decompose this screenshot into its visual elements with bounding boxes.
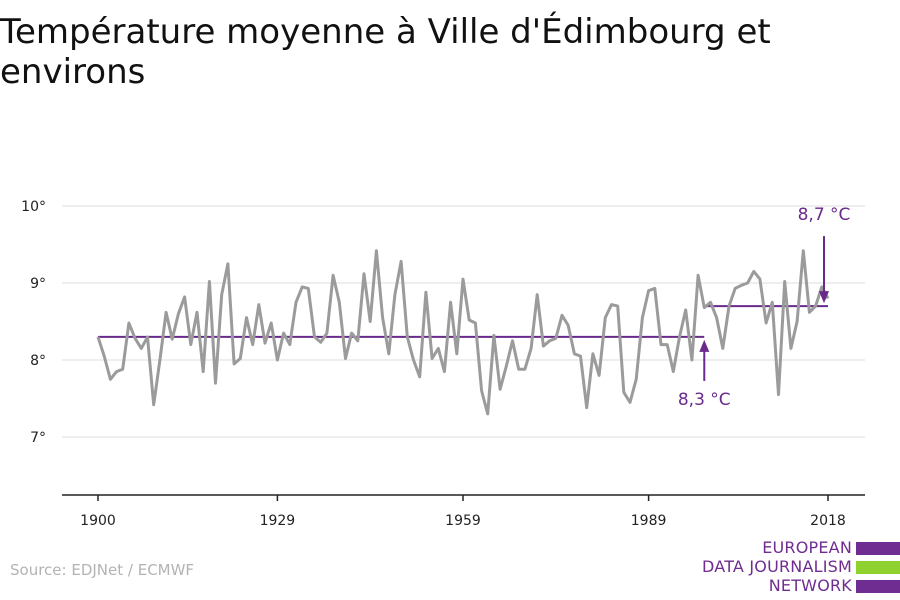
edjnet-logo: EUROPEAN DATA JOURNALISM NETWORK — [700, 538, 900, 598]
logo-line-european: EUROPEAN — [762, 538, 852, 557]
grid-lines — [62, 205, 865, 438]
x-tick-label: 1989 — [631, 513, 667, 529]
logo-purple-bar-top — [856, 542, 900, 555]
logo-purple-bar-bottom — [856, 580, 900, 593]
x-tick-label: 2018 — [810, 513, 846, 529]
x-axis: 1900 1929 1959 1989 2018 — [62, 494, 865, 529]
series-line — [96, 249, 830, 416]
x-tick-label: 1929 — [260, 513, 296, 529]
temperature-series — [96, 249, 830, 416]
y-tick-label: 9° — [30, 276, 46, 292]
source-note: Source: EDJNet / ECMWF — [10, 561, 195, 579]
x-tick-label: 1959 — [445, 513, 481, 529]
logo-green-bar — [856, 561, 900, 574]
annotation-label-1: 8,3 °C — [678, 390, 731, 410]
mean-annotations: 8,3 °C 8,7 °C — [678, 205, 851, 410]
y-tick-label: 10° — [21, 199, 46, 215]
page-title: Température moyenne à Ville d'Édimbourg … — [0, 12, 771, 92]
x-tick-label: 1900 — [80, 513, 116, 529]
annotation-arrowhead-2 — [819, 291, 829, 304]
y-tick-label: 7° — [30, 430, 46, 446]
annotation-label-2: 8,7 °C — [798, 205, 851, 225]
annotation-arrowhead-1 — [699, 339, 710, 352]
logo-line-data-journalism: DATA JOURNALISM — [702, 557, 852, 576]
y-axis-tick-labels: 7° 8° 9° 10° — [21, 199, 46, 446]
y-tick-label: 8° — [30, 353, 46, 369]
logo-line-network: NETWORK — [768, 576, 852, 595]
